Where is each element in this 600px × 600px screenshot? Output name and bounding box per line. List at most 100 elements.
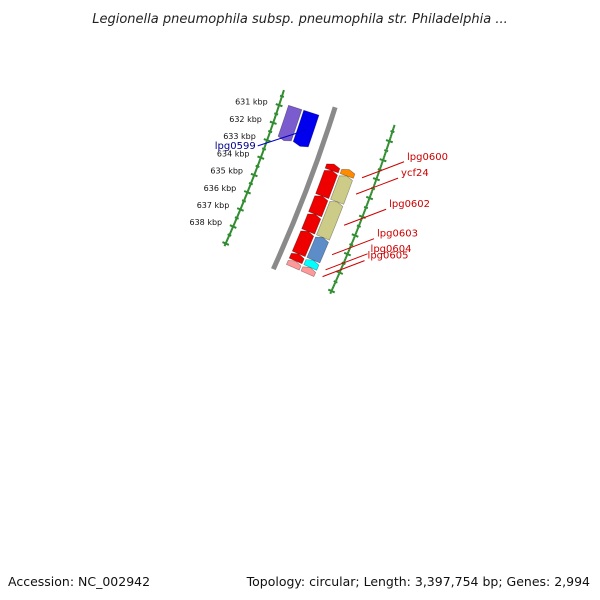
outer-tick bbox=[333, 282, 337, 285]
gene-labels: lpg0599 lpg0600 ycf24 lpg0602 lpg0603 lpg0604… bbox=[215, 129, 448, 278]
outer-tick bbox=[343, 260, 346, 263]
inner-tick bbox=[248, 184, 252, 187]
inner-tick bbox=[258, 158, 262, 161]
cds-arrow bbox=[285, 259, 302, 271]
inner-tick bbox=[278, 100, 282, 103]
inner-tick bbox=[254, 168, 258, 172]
inner-tick bbox=[255, 164, 260, 169]
inner-tick bbox=[241, 201, 245, 204]
inner-tick bbox=[248, 185, 251, 189]
inner-tick bbox=[256, 163, 260, 166]
outer-tick bbox=[356, 224, 361, 228]
outer-tick bbox=[332, 284, 336, 287]
inner-tick bbox=[277, 105, 280, 109]
outer-tick bbox=[389, 136, 392, 139]
gene-label-lpg0599: lpg0599 bbox=[215, 141, 256, 152]
outer-tick bbox=[369, 193, 373, 196]
outer-tick bbox=[392, 126, 395, 130]
outer-tick bbox=[335, 276, 339, 280]
inner-tick bbox=[248, 182, 254, 186]
cds-arrow bbox=[315, 169, 338, 200]
inner-tick bbox=[227, 233, 232, 237]
outer-tick bbox=[330, 287, 334, 291]
inner-tick bbox=[268, 132, 271, 135]
outer-tick bbox=[345, 254, 348, 258]
tick-label: 635 kbp bbox=[210, 167, 243, 176]
outer-tick bbox=[333, 280, 338, 284]
inner-tick bbox=[263, 138, 271, 143]
inner-tick bbox=[267, 129, 273, 134]
outer-tick bbox=[387, 141, 391, 145]
inner-tick bbox=[269, 128, 273, 132]
inner-tick bbox=[273, 117, 276, 121]
tick-label: 636 kbp bbox=[204, 184, 237, 193]
inner-tick bbox=[281, 91, 285, 95]
inner-tick bbox=[255, 166, 259, 170]
tick-label: 631 kbp bbox=[235, 97, 268, 106]
inner-tick bbox=[260, 152, 264, 156]
outer-tick bbox=[355, 230, 358, 234]
outer-tick bbox=[335, 278, 338, 282]
inner-tick bbox=[276, 107, 280, 110]
inner-tick bbox=[278, 102, 281, 105]
inner-tick bbox=[230, 228, 233, 232]
tick-label: 637 kbp bbox=[197, 201, 230, 210]
inner-tick bbox=[269, 120, 277, 125]
inner-tick bbox=[236, 214, 239, 218]
inner-tick bbox=[251, 177, 255, 180]
outer-tick bbox=[372, 177, 381, 182]
outer-tick bbox=[374, 179, 378, 183]
inner-tick bbox=[262, 149, 265, 153]
inner-tick bbox=[270, 124, 274, 128]
gene-label-lpg0600: lpg0600 bbox=[407, 152, 448, 163]
inner-tick bbox=[252, 175, 255, 179]
outer-tick bbox=[336, 274, 340, 278]
outer-tick bbox=[384, 149, 389, 153]
inner-tick bbox=[243, 190, 252, 195]
inner-tick bbox=[244, 196, 247, 199]
gene-arrow-lpg0599 bbox=[292, 109, 320, 148]
inner-tick bbox=[250, 178, 254, 182]
inner-tick bbox=[241, 203, 244, 206]
inner-tick bbox=[272, 119, 276, 123]
outer-tick bbox=[363, 205, 369, 210]
inner-tick bbox=[261, 147, 267, 151]
backbone bbox=[271, 106, 338, 271]
inner-tick bbox=[234, 220, 237, 223]
outer-tick bbox=[388, 137, 392, 141]
outer-tick bbox=[353, 236, 356, 239]
outer-tick bbox=[351, 233, 359, 238]
outer-tick bbox=[381, 160, 384, 164]
outer-tick bbox=[365, 195, 374, 201]
outer-tick bbox=[390, 132, 394, 135]
accession-text: Accession: NC_002942 bbox=[8, 574, 150, 589]
gene-arrow-lpg0603 bbox=[306, 236, 329, 264]
map-title: Legionella pneumophila subsp. pneumophil… bbox=[92, 12, 508, 27]
outer-tick bbox=[373, 181, 377, 185]
inner-tick bbox=[260, 154, 263, 158]
outer-tick bbox=[343, 251, 352, 257]
outer-tick bbox=[361, 213, 365, 217]
outer-tick bbox=[363, 209, 366, 213]
outer-tick bbox=[364, 208, 367, 211]
gene-label-lpg0605: lpg0605 bbox=[368, 251, 409, 262]
inner-tick bbox=[265, 140, 268, 144]
inner-tick bbox=[245, 192, 249, 196]
inner-tick bbox=[234, 218, 238, 222]
inner-tick bbox=[236, 207, 245, 212]
outer-tick bbox=[373, 183, 376, 187]
tick-label: 638 kbp bbox=[190, 218, 223, 227]
outer-tick bbox=[358, 223, 361, 226]
inner-tick bbox=[273, 116, 277, 119]
outer-tick bbox=[365, 204, 369, 207]
outer-tick bbox=[382, 157, 385, 160]
outer-tick bbox=[391, 128, 395, 131]
inner-tick bbox=[257, 155, 265, 160]
outer-tick bbox=[376, 174, 380, 177]
outer-tick bbox=[349, 243, 354, 247]
inner-tick bbox=[225, 238, 229, 242]
inner-tick bbox=[232, 223, 236, 227]
backbone-line bbox=[271, 106, 338, 271]
inner-tick bbox=[238, 209, 241, 213]
